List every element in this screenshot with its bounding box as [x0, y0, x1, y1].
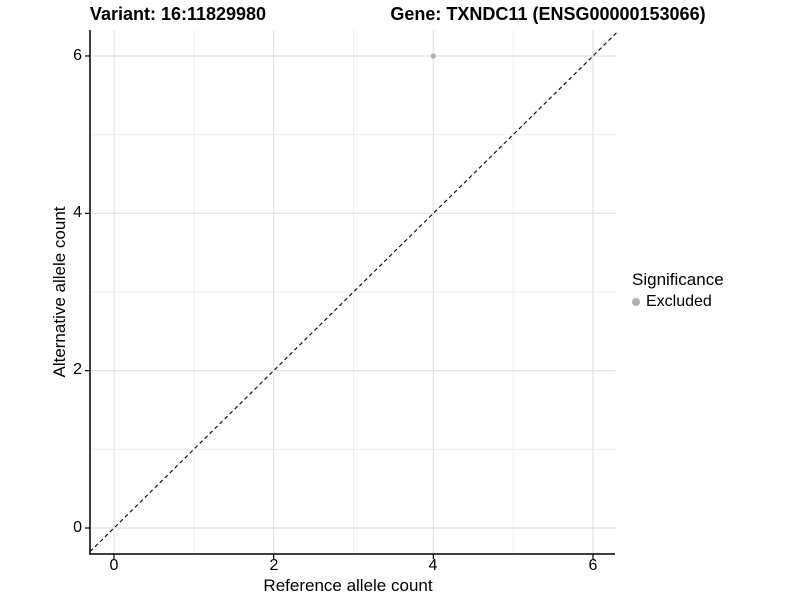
x-tick-label-6: 6: [588, 557, 598, 574]
plot-title-variant: Variant: 16:11829980: [89, 4, 267, 24]
y-axis-title: Alternative allele count: [50, 206, 69, 378]
plot-title-gene: Gene: TXNDC11 (ENSG00000153066): [390, 4, 706, 24]
y-tick-label-6: 6: [73, 47, 82, 64]
x-axis-title: Reference allele count: [263, 576, 433, 595]
legend-item-excluded: Excluded: [632, 293, 724, 311]
legend-item-label: Excluded: [646, 293, 712, 310]
legend: Significance Excluded: [632, 270, 724, 311]
y-tick-label-4: 4: [73, 204, 82, 221]
x-tick-label-2: 2: [269, 557, 279, 574]
legend-title: Significance: [632, 270, 724, 289]
x-tick-label-0: 0: [109, 557, 119, 574]
y-tick-label-0: 0: [73, 519, 82, 536]
legend-point-icon: [632, 298, 640, 306]
y-tick-label-2: 2: [73, 361, 82, 378]
x-tick-label-4: 4: [428, 557, 438, 574]
